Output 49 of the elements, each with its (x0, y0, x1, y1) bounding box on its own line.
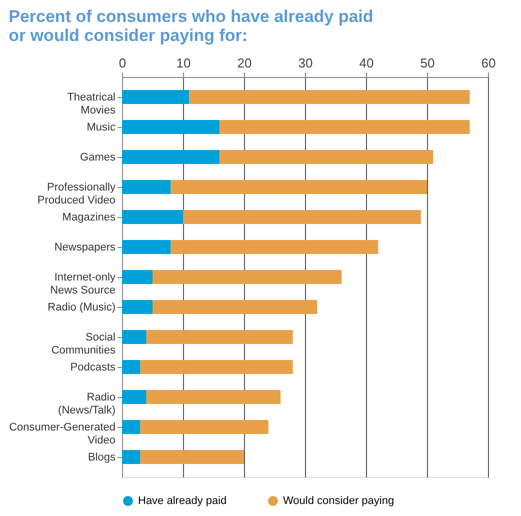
y-tick-label: Consumer-Generated Video (9, 422, 116, 446)
y-tick-label: Podcasts (70, 362, 116, 374)
bar (122, 450, 140, 464)
legend-label: Have already paid (138, 495, 227, 507)
bar (183, 210, 421, 224)
bar (122, 360, 140, 374)
bar (122, 390, 146, 404)
y-tick-label: Blogs (88, 452, 116, 464)
chart-title: Percent of consumers who have already paid or would consider paying for: (8, 7, 374, 45)
x-tick-label: 60 (481, 56, 496, 70)
bar (220, 150, 434, 164)
x-tick-label: 10 (176, 56, 191, 70)
bar (122, 210, 183, 224)
bar (122, 240, 171, 254)
bar (122, 330, 146, 344)
bar (146, 390, 281, 404)
y-tick-label: Radio (News/Talk) (58, 392, 116, 416)
bar (122, 300, 152, 314)
y-tick-label: Internet-only News Source (50, 272, 116, 296)
legend-label: Would consider paying (283, 495, 394, 507)
x-tick-label: 40 (359, 56, 374, 70)
bar (122, 150, 220, 164)
bar (122, 120, 220, 134)
x-tick-label: 0 (118, 56, 126, 70)
bar (170, 240, 378, 254)
y-tick-label: Music (86, 122, 116, 134)
y-tick-label: Social Communities (51, 332, 116, 356)
bar (122, 90, 190, 104)
bar (152, 300, 318, 314)
bar (189, 90, 470, 104)
bar (122, 180, 171, 194)
y-tick-label: Radio (Music) (48, 302, 116, 314)
bar (140, 360, 293, 374)
x-tick-label: 20 (237, 56, 252, 70)
bar (146, 330, 293, 344)
bar (220, 120, 470, 134)
y-tick-label: Games (80, 152, 116, 164)
bar (122, 270, 152, 284)
bar (140, 420, 268, 434)
bar (140, 450, 244, 464)
bar (170, 180, 427, 194)
y-tick-label: Newspapers (54, 242, 116, 254)
y-tick-label: Magazines (62, 212, 116, 224)
x-tick-label: 50 (420, 56, 435, 70)
y-tick-label: Professionally Produced Video (37, 182, 116, 206)
y-tick-label: Theatrical Movies (67, 92, 116, 116)
x-tick-label: 30 (298, 56, 313, 70)
bar (122, 420, 140, 434)
bar (152, 270, 342, 284)
